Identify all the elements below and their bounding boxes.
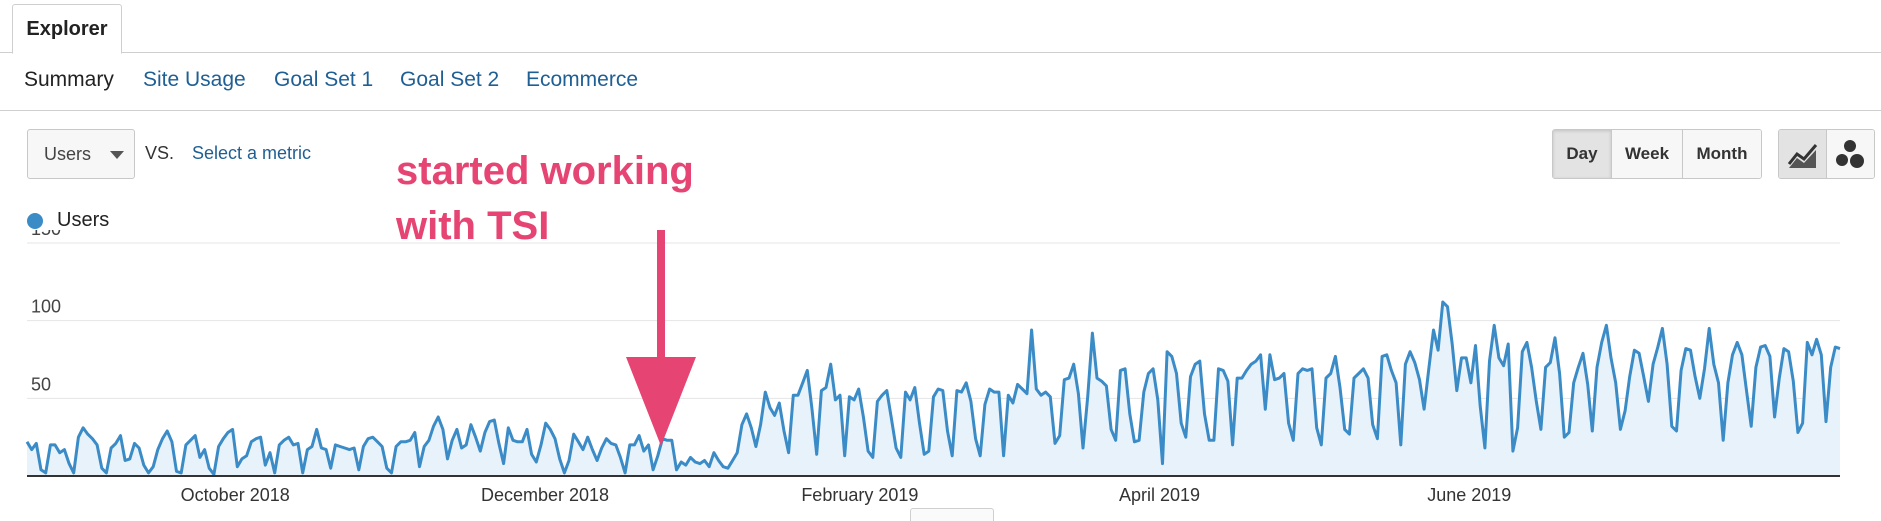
subnav-ecommerce[interactable]: Ecommerce xyxy=(526,68,639,91)
x-tick-label-0: October 2018 xyxy=(181,485,290,505)
y-tick-label-100: 100 xyxy=(31,297,61,317)
period-day-button[interactable]: Day xyxy=(1553,130,1611,178)
subnav-goal-set-1[interactable]: Goal Set 1 xyxy=(274,68,374,91)
tab-bar: Explorer xyxy=(0,0,1881,54)
motion-chart-view-button[interactable] xyxy=(1826,130,1874,178)
annotation-layer: started working with TSI xyxy=(395,149,694,248)
chevron-down-icon xyxy=(110,151,124,159)
subnav-summary[interactable]: Summary xyxy=(24,68,114,91)
motion-chart-icon xyxy=(1836,140,1864,168)
users-area-fill xyxy=(27,302,1840,476)
vs-label: VS. xyxy=(145,143,175,163)
subnav-goal-set-2[interactable]: Goal Set 2 xyxy=(400,68,500,91)
annotation-line-1: started working xyxy=(396,149,694,193)
y-tick-label-50: 50 xyxy=(31,374,51,394)
timeline-scroll-handle[interactable] xyxy=(910,508,994,521)
report-subnav: Summary Site Usage Goal Set 1 Goal Set 2… xyxy=(0,52,1881,111)
x-tick-label-4: June 2019 xyxy=(1427,485,1511,505)
x-tick-label-1: December 2018 xyxy=(481,485,609,505)
metric-dropdown[interactable]: Users xyxy=(27,129,135,179)
annotation-line-2: with TSI xyxy=(395,204,549,248)
period-toggle: Day Week Month xyxy=(1552,129,1762,179)
subnav-site-usage[interactable]: Site Usage xyxy=(143,68,246,91)
period-week-button[interactable]: Week xyxy=(1611,130,1682,178)
select-metric-link[interactable]: Select a metric xyxy=(192,143,312,163)
x-tick-label-2: February 2019 xyxy=(801,485,918,505)
line-chart-icon xyxy=(1787,144,1818,168)
annotation-arrow-head xyxy=(626,357,696,446)
metric-dropdown-label: Users xyxy=(44,144,92,164)
users-line-chart: 50 100 150 October 2018 December 2018 Februar… xyxy=(25,230,1841,505)
tab-explorer[interactable]: Explorer xyxy=(12,4,122,54)
annotation-arrow-shaft xyxy=(657,230,665,358)
legend-users-label: Users xyxy=(57,209,110,231)
chart-view-toggle xyxy=(1778,129,1875,179)
line-chart-view-button[interactable] xyxy=(1779,130,1826,178)
legend-users-dot xyxy=(27,213,43,229)
users-series-line xyxy=(25,300,1841,476)
period-month-button[interactable]: Month xyxy=(1682,130,1761,178)
x-tick-label-3: April 2019 xyxy=(1119,485,1200,505)
y-tick-label-150: 150 xyxy=(31,230,61,239)
